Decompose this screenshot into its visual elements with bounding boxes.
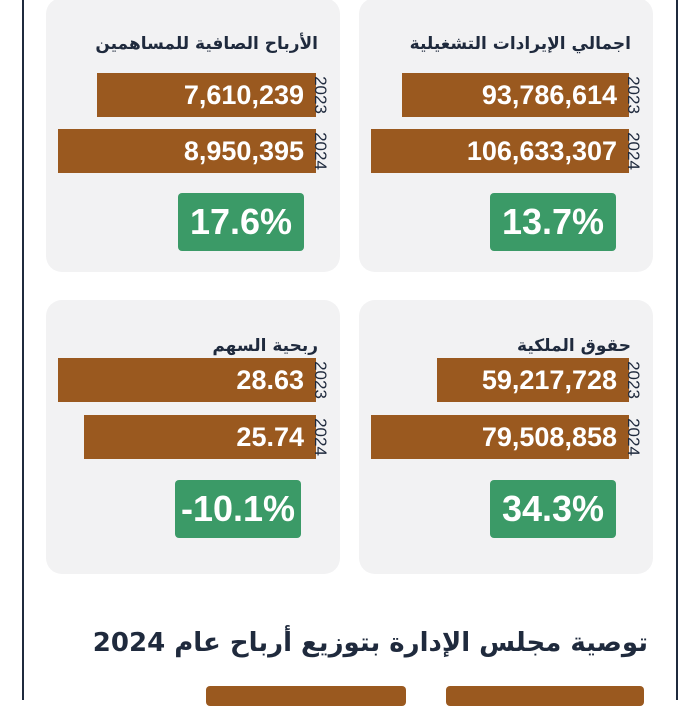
change-badge: 13.7%	[490, 193, 616, 251]
card-shareholders-equity: حقوق الملكية 59,217,728 2023 79,508,858 …	[359, 300, 653, 574]
year-label-2023: 2023	[311, 361, 330, 399]
year-label-2023: 2023	[311, 76, 330, 114]
bar-2024: 106,633,307	[371, 129, 629, 173]
bar-2023: 28.63	[58, 358, 316, 402]
bar-2023: 7,610,239	[97, 73, 316, 117]
card-total-operating-revenue: اجمالي الإيرادات التشغيلية 93,786,614 20…	[359, 0, 653, 272]
year-label-2024: 2024	[624, 132, 643, 170]
bar-2023: 93,786,614	[402, 73, 629, 117]
change-badge: 34.3%	[490, 480, 616, 538]
year-label-2023: 2023	[624, 76, 643, 114]
frame-left-border	[22, 0, 24, 700]
bar-2024: 25.74	[84, 415, 316, 459]
bar-2023: 59,217,728	[437, 358, 629, 402]
card-title: ربحية السهم	[212, 336, 318, 356]
year-label-2023: 2023	[624, 361, 643, 399]
change-badge: 17.6%	[178, 193, 304, 251]
card-net-profit-shareholders: الأرباح الصافية للمساهمين 7,610,239 2023…	[46, 0, 340, 272]
year-label-2024: 2024	[311, 418, 330, 456]
dividend-recommendation-heading: توصية مجلس الإدارة بتوزيع أرباح عام 2024	[92, 628, 648, 658]
bar-2024: 79,508,858	[371, 415, 629, 459]
bottom-bar-right	[446, 686, 644, 706]
card-earnings-per-share: ربحية السهم 28.63 2023 25.74 2024 -10.1%	[46, 300, 340, 574]
bottom-bar-left	[206, 686, 406, 706]
card-title: حقوق الملكية	[517, 336, 631, 356]
card-title: الأرباح الصافية للمساهمين	[95, 34, 318, 54]
frame-right-border	[676, 0, 678, 700]
card-title: اجمالي الإيرادات التشغيلية	[409, 34, 631, 54]
year-label-2024: 2024	[311, 132, 330, 170]
change-badge: -10.1%	[175, 480, 301, 538]
year-label-2024: 2024	[624, 418, 643, 456]
bar-2024: 8,950,395	[58, 129, 316, 173]
